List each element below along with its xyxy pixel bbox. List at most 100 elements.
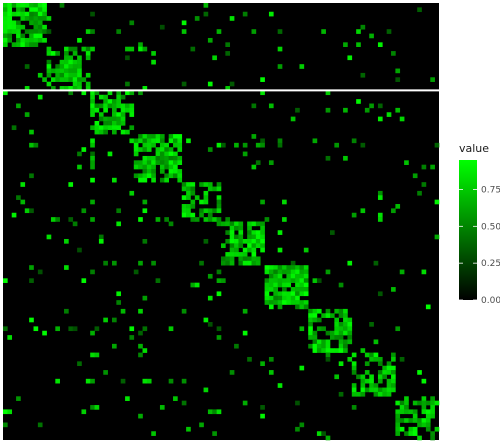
heatmap-cell [377,370,383,375]
heatmap-cell [425,400,431,406]
heatmap-cell [212,186,217,192]
heatmap-cell [24,42,30,47]
heatmap-cell [312,308,318,314]
heatmap-cell [64,68,69,74]
heatmap-cell [20,37,26,43]
heatmap-cell [425,409,431,415]
heatmap-cell [321,339,326,345]
heatmap-cell [46,72,52,78]
heatmap-cell [29,20,34,26]
heatmap-cell [351,138,357,144]
heatmap-cell [295,291,300,297]
heatmap-cell [242,252,248,257]
heatmap-cell [347,322,353,327]
heatmap-cell [33,20,39,26]
heatmap-cell [325,107,331,113]
heatmap-cell [151,51,156,56]
heatmap-cell [360,387,366,393]
heatmap-cell [316,431,322,436]
heatmap-cell [343,322,348,327]
heatmap-cell [81,77,87,82]
heatmap-cell [225,230,231,235]
heatmap-cell [98,94,104,100]
heatmap-cell [159,155,165,161]
heatmap-cell [33,16,39,21]
heatmap-cell [347,335,353,340]
heatmap-cell [277,282,283,288]
heatmap-cell [242,151,248,157]
heatmap-cell [273,287,278,292]
heatmap-cell [425,426,431,432]
heatmap-cell [303,273,309,279]
heatmap-cell [24,208,30,214]
heatmap-cell [268,287,274,292]
heatmap-cell [16,103,21,109]
heatmap-cell [408,409,414,415]
heatmap-cell [308,330,313,336]
heatmap-cell [212,431,217,436]
heatmap-cell [386,29,392,34]
heatmap-cell [90,112,95,117]
heatmap-cell [273,300,278,305]
heatmap-cell [125,90,130,96]
heatmap-cell [146,134,152,139]
heatmap-cell [29,42,34,47]
heatmap-cell [330,348,335,353]
heatmap-cell [46,46,52,52]
heatmap-cell [316,343,322,349]
heatmap-cell [90,352,95,358]
heatmap-cell [369,322,374,327]
heatmap-cell [112,125,117,131]
heatmap-cell [59,72,65,78]
heatmap-cell [55,51,60,56]
heatmap-cell [277,295,283,301]
heatmap-cell [264,295,270,301]
heatmap-cell [173,160,178,165]
heatmap-cell [268,300,274,305]
heatmap-cell [277,269,283,275]
heatmap-cell [351,365,357,371]
heatmap-cell [142,86,148,91]
heatmap-cell [46,51,52,56]
heatmap-cell [321,29,326,34]
heatmap-cell [68,46,74,52]
heatmap-cell [3,278,8,283]
heatmap-cell [303,265,309,270]
heatmap-cell [251,238,257,244]
heatmap-cell [207,208,213,214]
heatmap-cell [282,287,287,292]
heatmap-cell [242,260,248,266]
heatmap-cell [417,190,422,196]
heatmap-cell [142,295,148,301]
heatmap-cell [377,217,383,222]
heatmap-cell [369,387,374,393]
heatmap-cell [72,68,78,74]
heatmap-cell [107,116,113,122]
heatmap-cell [55,326,60,332]
heatmap-cell [173,134,178,139]
heatmap-cell [203,11,209,17]
heatmap-cell [7,33,13,39]
heatmap-cell [273,278,278,283]
heatmap-cell [190,199,196,205]
heatmap-cell [251,256,257,262]
heatmap-cell [404,431,409,436]
heatmap-cell [351,352,357,358]
heatmap-cell [203,3,209,8]
heatmap-cell [207,81,213,87]
heatmap-cell [3,7,8,13]
heatmap-cell [408,418,414,423]
heatmap-cell [112,177,117,183]
heatmap-cell [90,164,95,170]
heatmap-cell [112,116,117,122]
heatmap-cell [425,413,431,419]
heatmap-cell [159,24,165,30]
heatmap-cell [338,343,344,349]
heatmap-cell [373,260,379,266]
heatmap-cell [251,29,257,34]
heatmap-cell [120,103,126,109]
heatmap-cell [421,418,427,423]
heatmap-cell [325,155,331,161]
heatmap-cell [129,326,135,332]
